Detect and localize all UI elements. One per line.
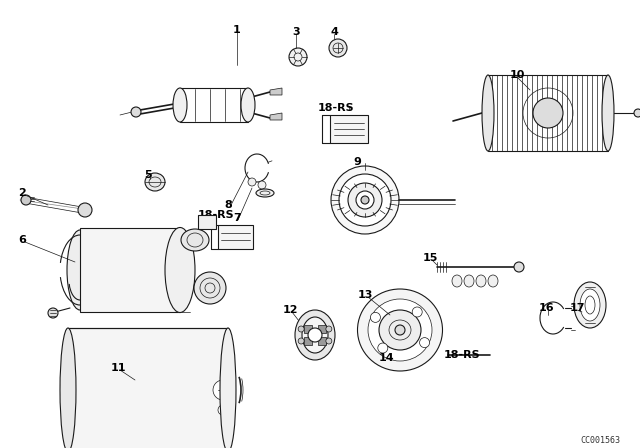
Text: 3: 3 — [292, 27, 300, 37]
Bar — [80, 228, 180, 312]
Ellipse shape — [67, 230, 93, 310]
Bar — [318, 336, 326, 345]
Text: 18-RS: 18-RS — [317, 103, 355, 113]
Ellipse shape — [348, 183, 382, 217]
Circle shape — [289, 48, 307, 66]
Text: 5: 5 — [144, 170, 152, 180]
Ellipse shape — [368, 299, 432, 361]
Ellipse shape — [574, 282, 606, 328]
Circle shape — [514, 262, 524, 272]
Circle shape — [298, 326, 304, 332]
Ellipse shape — [464, 275, 474, 287]
Text: 13: 13 — [357, 290, 372, 300]
Ellipse shape — [295, 310, 335, 360]
Ellipse shape — [256, 189, 274, 197]
Bar — [304, 336, 312, 345]
Ellipse shape — [602, 75, 614, 151]
Ellipse shape — [452, 275, 462, 287]
Ellipse shape — [358, 289, 442, 371]
Circle shape — [420, 338, 429, 348]
Circle shape — [326, 338, 332, 344]
Circle shape — [131, 107, 141, 117]
Circle shape — [329, 39, 347, 57]
Bar — [318, 325, 326, 333]
Circle shape — [371, 312, 380, 323]
Bar — [68, 328, 228, 448]
Ellipse shape — [488, 275, 498, 287]
Circle shape — [412, 307, 422, 317]
Text: 1: 1 — [233, 25, 241, 35]
Text: 14: 14 — [379, 353, 395, 363]
Circle shape — [78, 203, 92, 217]
Ellipse shape — [181, 229, 209, 251]
Ellipse shape — [165, 228, 195, 313]
Ellipse shape — [302, 317, 328, 353]
Ellipse shape — [220, 328, 236, 448]
Circle shape — [248, 178, 256, 186]
Text: 8: 8 — [224, 200, 232, 210]
Text: 12: 12 — [282, 305, 298, 315]
Ellipse shape — [173, 88, 187, 122]
Text: 15: 15 — [422, 253, 438, 263]
Bar — [198, 215, 216, 229]
Circle shape — [258, 181, 266, 189]
Ellipse shape — [339, 174, 391, 226]
Circle shape — [218, 405, 228, 415]
Text: 4: 4 — [330, 27, 338, 37]
Circle shape — [21, 195, 31, 205]
Ellipse shape — [476, 275, 486, 287]
Ellipse shape — [482, 75, 494, 151]
Circle shape — [48, 308, 58, 318]
Ellipse shape — [533, 98, 563, 128]
Text: 17: 17 — [569, 303, 585, 313]
Ellipse shape — [580, 289, 600, 321]
Ellipse shape — [356, 191, 374, 209]
Ellipse shape — [241, 88, 255, 122]
Circle shape — [326, 326, 332, 332]
Ellipse shape — [379, 310, 421, 350]
Text: 6: 6 — [18, 235, 26, 245]
Ellipse shape — [194, 272, 226, 304]
Circle shape — [634, 109, 640, 117]
Ellipse shape — [361, 196, 369, 204]
Text: 7: 7 — [233, 213, 241, 223]
Ellipse shape — [331, 166, 399, 234]
Text: 18-RS: 18-RS — [198, 210, 234, 220]
Text: CC001563: CC001563 — [580, 435, 620, 444]
Ellipse shape — [145, 173, 165, 191]
Text: 9: 9 — [353, 157, 361, 167]
Polygon shape — [270, 113, 282, 120]
Circle shape — [213, 380, 233, 400]
Circle shape — [298, 338, 304, 344]
Text: 2: 2 — [18, 188, 26, 198]
Polygon shape — [270, 88, 282, 95]
Text: 18-RS: 18-RS — [444, 350, 480, 360]
Bar — [304, 325, 312, 333]
Bar — [218, 225, 253, 249]
Ellipse shape — [395, 325, 405, 335]
Circle shape — [378, 343, 388, 353]
Text: 11: 11 — [110, 363, 125, 373]
Text: 16: 16 — [538, 303, 554, 313]
Text: 10: 10 — [509, 70, 525, 80]
Ellipse shape — [60, 328, 76, 448]
Bar — [330, 115, 368, 143]
Circle shape — [308, 328, 322, 342]
